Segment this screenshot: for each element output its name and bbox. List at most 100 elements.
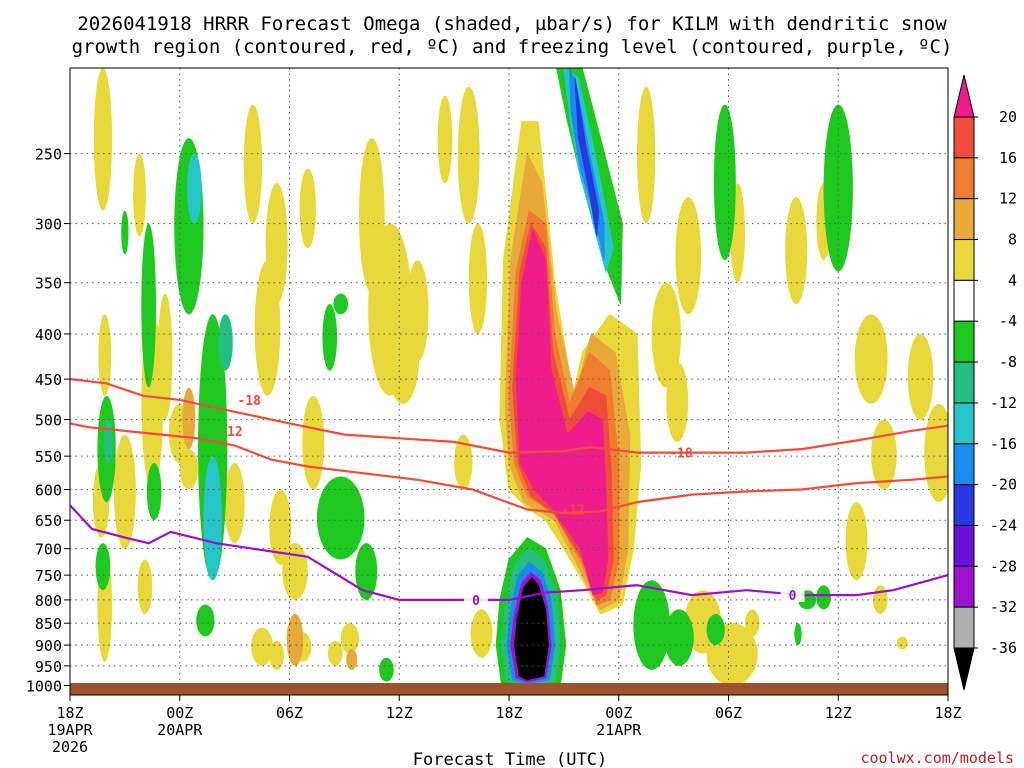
y-tick-label: 350 xyxy=(35,275,62,293)
colorbar-swatch xyxy=(953,524,975,567)
omega-blob xyxy=(224,463,245,544)
omega-blob xyxy=(203,456,222,581)
colorbar-label: 12 xyxy=(999,190,1017,208)
omega-blob xyxy=(137,559,153,615)
y-tick-label: 600 xyxy=(35,482,62,500)
y-axis: 250 300 350 400 450 500 550 600 650 700 750 800 850 9… xyxy=(26,146,70,696)
credit-text: coolwx.com/models xyxy=(860,749,1014,767)
colorbar-label: -8 xyxy=(999,353,1017,371)
y-tick-label: 550 xyxy=(35,448,62,466)
colorbar-top-arrow xyxy=(953,74,975,118)
y-tick-label: 450 xyxy=(35,371,62,389)
omega-blob xyxy=(907,333,934,420)
colorbar-swatch xyxy=(953,443,975,486)
colorbar-swatch xyxy=(953,320,975,363)
plot-area: -18 -12 -18 -12 0 0 xyxy=(70,68,948,695)
omega-blob xyxy=(924,403,948,503)
omega-band-neg22 xyxy=(574,77,600,237)
colorbar-swatch xyxy=(953,198,975,241)
y-tick-label: 700 xyxy=(35,541,62,559)
omega-blob xyxy=(133,153,146,237)
omega-blob xyxy=(196,604,215,637)
colorbar-label: -20 xyxy=(990,476,1017,494)
omega-blob xyxy=(666,361,689,442)
y-tick-label: 650 xyxy=(35,512,62,530)
omega-blob xyxy=(457,86,480,224)
omega-blob xyxy=(470,609,493,658)
contour-label-bg xyxy=(780,587,805,603)
omega-blob xyxy=(187,153,202,224)
omega-blob xyxy=(340,623,360,654)
omega-blob xyxy=(713,104,736,261)
omega-blob xyxy=(103,419,113,464)
colorbar-label: -16 xyxy=(990,435,1017,453)
colorbar-label: 4 xyxy=(1008,271,1017,289)
omega-blob xyxy=(454,434,473,490)
omega-blob xyxy=(299,168,317,249)
contour-label: -12 xyxy=(219,425,242,440)
contour-label: -18 xyxy=(669,447,693,462)
colorbar-label: 16 xyxy=(999,149,1017,167)
x-tick-label: 21APR xyxy=(596,721,642,739)
omega-blob xyxy=(251,627,274,666)
omega-blob xyxy=(113,434,136,549)
omega-blob xyxy=(302,395,325,490)
colorbar-label: -28 xyxy=(990,557,1017,575)
x-tick-label: 12Z xyxy=(825,704,852,722)
omega-band-neg36-low xyxy=(513,576,549,681)
colorbar-label: -32 xyxy=(990,598,1017,616)
contour-label: -12 xyxy=(561,503,584,518)
omega-blob xyxy=(146,463,162,521)
omega-blob xyxy=(286,614,304,666)
y-tick-label: 850 xyxy=(35,615,62,633)
y-tick-label: 900 xyxy=(35,637,62,655)
x-tick-label: 12Z xyxy=(386,704,413,722)
omega-blob xyxy=(218,314,233,371)
omega-blob xyxy=(794,623,802,646)
omega-blob xyxy=(282,543,308,600)
omega-blob xyxy=(93,68,113,211)
contour-label: 0 xyxy=(789,589,797,604)
contour-label: 0 xyxy=(472,594,480,609)
colorbar-swatch xyxy=(953,279,975,322)
omega-blob xyxy=(651,282,681,388)
omega-blob xyxy=(333,293,349,315)
y-tick-label: 1000 xyxy=(26,678,62,696)
contour-label-bg xyxy=(464,591,489,607)
omega-blob xyxy=(346,649,358,670)
colorbar-label: 8 xyxy=(1008,231,1017,249)
x-tick-label: 2026 xyxy=(52,738,88,756)
terrain-strip xyxy=(70,683,948,695)
x-tick-label: 06Z xyxy=(715,704,742,722)
omega-blob xyxy=(871,419,897,490)
x-tick-label: 00Z xyxy=(166,704,193,722)
colorbar-swatch xyxy=(953,157,975,200)
omega-blob xyxy=(468,223,488,334)
colorbar: 20 16 12 8 4 -4 -8 -12 -16 -20 -24 -28 -32 -36 xyxy=(953,74,1017,691)
colorbar-swatch xyxy=(953,361,975,404)
omega-blob xyxy=(98,314,112,396)
omega-shading xyxy=(92,68,948,690)
omega-blob xyxy=(265,183,288,305)
omega-blob xyxy=(675,197,702,315)
y-tick-label: 250 xyxy=(35,146,62,164)
chart-title-line-2: growth region (contoured, red, ºC) and f… xyxy=(72,36,953,58)
omega-blob xyxy=(896,636,908,650)
omega-blob xyxy=(322,304,338,371)
omega-blob xyxy=(823,104,853,272)
omega-blob xyxy=(854,314,888,404)
colorbar-swatch xyxy=(953,116,975,159)
omega-band-20 xyxy=(515,228,609,596)
x-tick-label: 20APR xyxy=(157,721,203,739)
y-tick-label: 950 xyxy=(35,658,62,676)
colorbar-bottom-arrow xyxy=(953,647,975,691)
chart-title-line-1: 2026041918 HRRR Forecast Omega (shaded, … xyxy=(77,13,947,35)
omega-blob xyxy=(316,476,365,560)
omega-blob xyxy=(406,260,429,362)
contour-line xyxy=(70,422,948,515)
omega-blob xyxy=(845,502,868,581)
x-tick-label: 19APR xyxy=(47,721,93,739)
omega-blob xyxy=(437,95,453,184)
